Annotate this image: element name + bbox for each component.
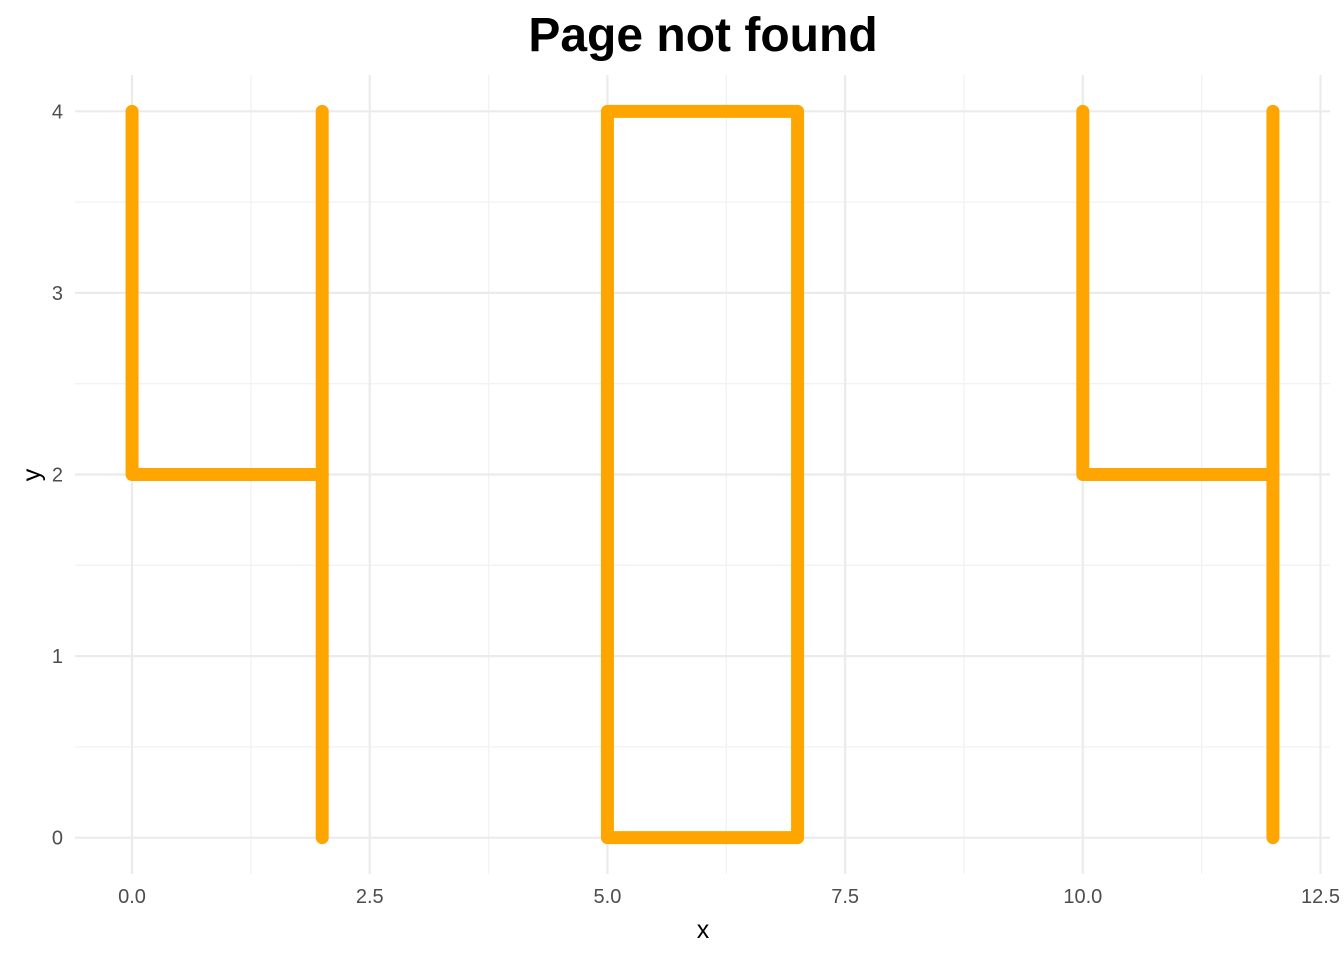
y-tick-label: 1 (52, 646, 63, 668)
chart-title: Page not found (528, 9, 877, 62)
y-axis-title: y (18, 468, 46, 481)
series-line-segment-3 (600, 104, 805, 845)
x-tick-label: 2.5 (356, 886, 384, 908)
x-axis-title: x (697, 916, 710, 944)
series-line-segment-1 (125, 104, 329, 481)
x-tick-label: 7.5 (831, 886, 859, 908)
y-tick-label: 3 (52, 283, 63, 305)
x-axis-tick-labels: 0.0 2.5 5.0 7.5 10.0 12.5 (118, 886, 1340, 908)
x-tick-label: 5.0 (594, 886, 622, 908)
series-line-segment-4 (1076, 104, 1280, 481)
x-tick-label: 12.5 (1301, 886, 1340, 908)
x-tick-label: 10.0 (1063, 886, 1102, 908)
y-tick-label: 4 (52, 101, 63, 123)
x-tick-label: 0.0 (118, 886, 146, 908)
y-tick-label: 0 (52, 828, 63, 850)
data-paths (125, 104, 1280, 845)
y-tick-label: 2 (52, 465, 63, 487)
y-axis-tick-labels: 0 1 2 3 4 (52, 101, 63, 849)
